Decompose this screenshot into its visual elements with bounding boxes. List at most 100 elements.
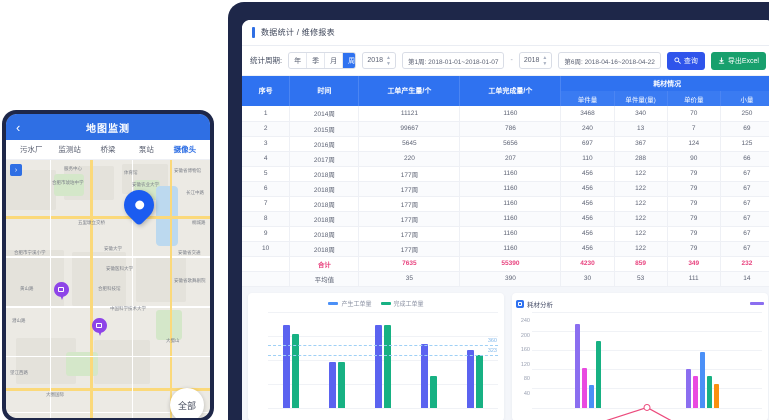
col-completed[interactable]: 工单完成量/个 xyxy=(459,76,562,106)
cell-c2: 122 xyxy=(614,226,668,242)
bar-组2-1[interactable] xyxy=(693,375,699,408)
search-button[interactable]: 查询 xyxy=(666,51,705,70)
bar-完成工单量[interactable] xyxy=(338,361,345,408)
mobile-page-title: 地图监测 xyxy=(86,123,130,135)
table-row[interactable]: 8 2018周 177周 1160 456 122 79 67 xyxy=(242,211,769,227)
period-option-week[interactable]: 周 xyxy=(343,53,356,68)
cell-gen: 5645 xyxy=(358,136,461,152)
table-row[interactable]: 3 2016周 5645 5656 697 367 124 125 xyxy=(242,136,769,152)
tab-sewage-plant[interactable]: 污水厂 xyxy=(19,145,43,154)
map-expand-button[interactable]: › xyxy=(10,164,22,176)
table-row[interactable]: 4 2017周 220 207 110 288 90 66 xyxy=(242,151,769,167)
workorder-chart-legend: 产生工单量 完成工单量 xyxy=(328,299,424,308)
tab-pump-station[interactable]: 泵站 xyxy=(138,145,154,154)
range-start-field[interactable]: 第1周: 2018-01-01~2018-01-07 xyxy=(401,52,505,69)
export-excel-button[interactable]: 导出Excel xyxy=(710,51,766,70)
cell-c1: 456 xyxy=(560,196,615,212)
cell-time: 2016周 xyxy=(289,136,360,152)
table-row[interactable]: 5 2018周 177周 1160 456 122 79 67 xyxy=(242,166,769,182)
bar-产生工单量[interactable] xyxy=(467,350,474,408)
camera-marker[interactable] xyxy=(92,318,107,338)
year-end-value: 2018 xyxy=(523,57,540,64)
chevron-left-icon[interactable]: ‹ xyxy=(16,119,21,135)
bar-完成工单量[interactable] xyxy=(384,325,391,408)
range-end-field[interactable]: 第6周: 2018-04-16~2018-04-22 xyxy=(558,52,661,69)
cell-c2: 122 xyxy=(614,181,668,197)
cell-time: 2018周 xyxy=(289,166,360,182)
table-average-row-c3: 111 xyxy=(667,271,721,287)
table-total-row-c2: 859 xyxy=(614,256,668,272)
col-generated[interactable]: 工单产生量/个 xyxy=(358,76,461,106)
workorder-bars xyxy=(268,312,498,408)
cell-gen: 99667 xyxy=(358,121,461,137)
bar-组1-2[interactable] xyxy=(588,384,594,408)
col-time[interactable]: 时间 xyxy=(289,76,360,106)
table-row[interactable]: 6 2018周 177周 1160 456 122 79 67 xyxy=(242,181,769,197)
cell-c1: 456 xyxy=(560,226,615,242)
year-start-stepper[interactable]: 2018 ▲ ▼ xyxy=(362,52,396,69)
col-sub-1[interactable]: 单件量 xyxy=(560,91,615,106)
cell-c2: 122 xyxy=(614,211,668,227)
table-row[interactable]: 2 2015周 99667 786 240 13 7 69 xyxy=(242,121,769,137)
bar-产生工单量[interactable] xyxy=(283,325,290,408)
bar-产生工单量[interactable] xyxy=(329,361,336,408)
map-label: 安徽省博物馆 xyxy=(174,168,201,173)
period-segmented-control[interactable]: 年 季 月 周 日 xyxy=(288,52,357,69)
table-row[interactable]: 10 2018周 177周 1160 456 122 79 67 xyxy=(242,241,769,257)
period-option-quarter[interactable]: 季 xyxy=(307,53,326,68)
legend-item-consumable[interactable] xyxy=(750,302,764,305)
cell-c2: 367 xyxy=(614,136,668,152)
bar-组2-2[interactable] xyxy=(700,351,706,408)
bar-组1-0[interactable] xyxy=(574,323,580,408)
cell-c1: 110 xyxy=(560,151,615,167)
map-canvas[interactable]: 服务中心 体育馆 安徽省博物馆 合肥市琥珀中学 安徽农业大学 长江中路 五里墩立… xyxy=(6,160,210,418)
table-average-row-gen: 35 xyxy=(358,271,461,287)
consumables-chart-title: 耗材分析 xyxy=(527,301,553,309)
table-body: 1 2014周 11121 1160 3468 340 70 250 2 2015周 99667 78… xyxy=(242,106,769,287)
table-row[interactable]: 7 2018周 177周 1160 456 122 79 67 xyxy=(242,196,769,212)
tab-bridge[interactable]: 桥梁 xyxy=(100,145,116,154)
table-total-row-c4: 232 xyxy=(720,256,769,272)
bar-完成工单量[interactable] xyxy=(476,354,483,408)
table-row[interactable]: 1 2014周 11121 1160 3468 340 70 250 xyxy=(242,106,769,122)
legend-item-completed[interactable]: 完成工单量 xyxy=(380,299,424,308)
bar-组2-3[interactable] xyxy=(707,376,713,408)
bar-产生工单量[interactable] xyxy=(421,343,428,408)
col-index[interactable]: 序号 xyxy=(242,76,291,106)
bar-产生工单量[interactable] xyxy=(375,325,382,408)
table-header-row-2: 单件量 单件量(量) 单价量 小量 xyxy=(242,91,769,106)
camera-marker[interactable] xyxy=(54,282,69,302)
workorder-gridlines xyxy=(268,311,498,409)
col-sub-2[interactable]: 单件量(量) xyxy=(614,91,668,106)
bar-完成工单量[interactable] xyxy=(292,333,299,408)
table-average-row-label: 平均值 xyxy=(289,271,360,287)
bar-组2-0[interactable] xyxy=(686,369,692,408)
bar-完成工单量[interactable] xyxy=(430,375,437,408)
bar-组1-3[interactable] xyxy=(595,341,601,408)
year-end-stepper[interactable]: 2018 ▲ ▼ xyxy=(518,52,553,69)
all-filter-button[interactable]: 全部 xyxy=(170,388,204,418)
table-row[interactable]: 9 2018周 177周 1160 456 122 79 67 xyxy=(242,226,769,242)
cell-c1: 456 xyxy=(560,211,615,227)
bar-组1-1[interactable] xyxy=(581,367,587,408)
y-tick: 160 xyxy=(520,347,530,354)
legend-item-generated[interactable]: 产生工单量 xyxy=(328,299,372,308)
consumables-chart-title-wrap: 耗材分析 xyxy=(516,299,553,309)
bar-组2-4[interactable] xyxy=(714,384,720,408)
cell-gen: 220 xyxy=(358,151,461,167)
cell-c4: 69 xyxy=(720,121,769,137)
tab-camera[interactable]: 摄像头 xyxy=(173,145,197,154)
period-option-month[interactable]: 月 xyxy=(325,53,344,68)
cell-c1: 456 xyxy=(560,241,615,257)
cell-c4: 67 xyxy=(720,166,769,182)
stepper-caret-icon[interactable]: ▲ ▼ xyxy=(542,54,548,67)
cell-c1: 240 xyxy=(560,121,615,137)
stepper-caret-icon[interactable]: ▲ ▼ xyxy=(385,54,391,67)
period-option-year[interactable]: 年 xyxy=(289,53,308,68)
tab-monitor-station[interactable]: 监测站 xyxy=(58,145,81,154)
charts-row: 产生工单量 完成工单量 xyxy=(242,287,769,420)
cell-c2: 122 xyxy=(614,166,668,182)
legend-swatch-consumable xyxy=(750,302,764,305)
col-sub-4[interactable]: 小量 xyxy=(720,91,769,106)
col-sub-3[interactable]: 单价量 xyxy=(667,91,721,106)
